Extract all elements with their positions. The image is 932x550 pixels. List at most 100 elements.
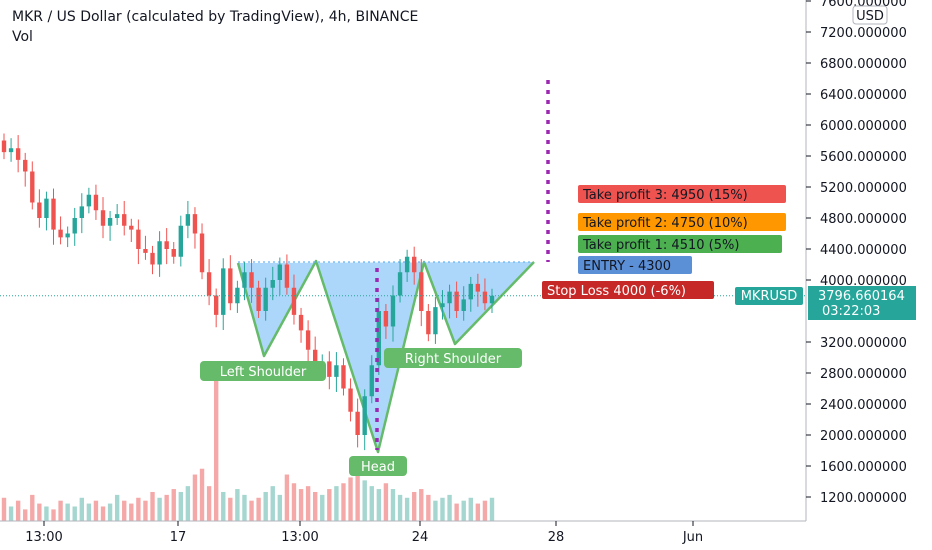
volume-bar bbox=[362, 480, 367, 521]
candle-body bbox=[206, 272, 212, 296]
take-profit-3-label[interactable]: Take profit 3: 4950 (15%) bbox=[578, 185, 786, 203]
volume-bar bbox=[263, 491, 268, 521]
candle-body bbox=[192, 214, 198, 234]
svg-text:ENTRY - 4300: ENTRY - 4300 bbox=[583, 259, 671, 274]
candle-body bbox=[122, 214, 127, 226]
entry-label[interactable]: ENTRY - 4300 bbox=[578, 256, 692, 274]
candle-body bbox=[228, 268, 233, 304]
candle-body bbox=[355, 411, 360, 435]
time-scale[interactable]: 13:00 17 13:00 24 28 Jun bbox=[25, 521, 703, 545]
volume-bar bbox=[15, 500, 21, 521]
candle-body bbox=[23, 159, 28, 172]
price-tick-label: 6000.000000 bbox=[820, 119, 907, 134]
volume-bar bbox=[376, 489, 382, 521]
price-tick-label: 2000.000000 bbox=[820, 429, 907, 444]
candle-body bbox=[15, 148, 21, 160]
volume-bar bbox=[341, 483, 346, 521]
candle-body bbox=[440, 303, 445, 308]
volume-bar bbox=[369, 486, 374, 521]
last-price-symbol-badge: MKRUSD bbox=[735, 287, 803, 305]
candle-body bbox=[433, 307, 438, 335]
volume-bar bbox=[305, 486, 311, 521]
svg-text:Right Shoulder: Right Shoulder bbox=[405, 352, 502, 367]
volume-bar bbox=[136, 497, 141, 521]
price-tick-label: 1600.000000 bbox=[820, 460, 907, 475]
currency-label: USD bbox=[856, 9, 884, 24]
volume-bar bbox=[312, 491, 318, 521]
currency-badge[interactable]: USD bbox=[852, 5, 888, 25]
candle-body bbox=[341, 365, 346, 389]
volume-bar bbox=[143, 500, 148, 521]
volume-bar bbox=[178, 491, 184, 521]
volume-bar bbox=[65, 503, 70, 521]
svg-text:Stop Loss 4000 (-6%): Stop Loss 4000 (-6%) bbox=[547, 284, 686, 299]
candle-body bbox=[334, 365, 339, 377]
volume-bar bbox=[419, 489, 424, 521]
volume-bar bbox=[235, 489, 240, 521]
volume-bar bbox=[192, 474, 198, 521]
last-price-value: 3796.660164 bbox=[818, 289, 905, 304]
svg-text:Take profit 1: 4510 (5%): Take profit 1: 4510 (5%) bbox=[582, 238, 739, 253]
candle-body bbox=[298, 314, 304, 331]
head-label[interactable]: Head bbox=[349, 456, 407, 476]
candle-body bbox=[157, 241, 162, 265]
volume-bar bbox=[284, 474, 290, 521]
volume-bar bbox=[475, 503, 481, 521]
time-tick-label: 24 bbox=[412, 530, 429, 545]
candle-body bbox=[1, 140, 7, 153]
candle-body bbox=[199, 233, 205, 273]
left-shoulder-label[interactable]: Left Shoulder bbox=[200, 361, 326, 381]
volume-bar bbox=[164, 494, 169, 521]
candle-body bbox=[37, 202, 42, 218]
price-tick-label: 3200.000000 bbox=[820, 336, 907, 351]
volume-bar bbox=[72, 506, 77, 521]
svg-text:Take profit 2: 4750 (10%): Take profit 2: 4750 (10%) bbox=[582, 216, 748, 231]
candle-body bbox=[291, 287, 297, 315]
volume-bar bbox=[404, 497, 410, 521]
candle-body bbox=[79, 206, 84, 218]
candles bbox=[1, 133, 495, 451]
take-profit-2-label[interactable]: Take profit 2: 4750 (10%) bbox=[578, 213, 786, 231]
svg-text:Left Shoulder: Left Shoulder bbox=[220, 365, 307, 380]
price-tick-label: 4000.000000 bbox=[820, 274, 907, 289]
take-profit-1-label[interactable]: Take profit 1: 4510 (5%) bbox=[578, 235, 782, 253]
candle-body bbox=[150, 252, 155, 265]
volume-bar bbox=[348, 477, 353, 521]
candle-body bbox=[242, 272, 247, 288]
candle-body bbox=[404, 256, 410, 273]
price-tick-label: 7200.000000 bbox=[820, 26, 907, 41]
candle-body bbox=[51, 198, 56, 230]
volume-label: Vol bbox=[12, 29, 33, 45]
volume-bar bbox=[440, 497, 445, 521]
svg-text:Head: Head bbox=[361, 460, 395, 475]
volume-bar bbox=[242, 494, 247, 521]
volume-bar bbox=[355, 468, 360, 521]
volume-bar bbox=[37, 503, 42, 521]
candle-body bbox=[362, 396, 367, 435]
candle-body bbox=[263, 287, 268, 311]
volume-bar bbox=[412, 491, 417, 521]
candle-body bbox=[86, 194, 92, 207]
price-tick-label: 4800.000000 bbox=[820, 212, 907, 227]
candle-body bbox=[475, 283, 481, 292]
volume-bar bbox=[100, 506, 106, 521]
price-scale[interactable]: 7600.000000 7200.000000 6800.000000 6400.00… bbox=[806, 0, 907, 506]
volume-bar bbox=[206, 486, 212, 521]
candle-body bbox=[129, 225, 134, 230]
candle-body bbox=[143, 249, 148, 253]
volume-bar bbox=[1, 497, 7, 521]
candle-body bbox=[447, 291, 452, 304]
volume-bar bbox=[86, 503, 92, 521]
candle-body bbox=[136, 229, 141, 249]
volume-bar bbox=[390, 489, 396, 521]
candle-body bbox=[383, 311, 389, 327]
volume-bar bbox=[383, 483, 389, 521]
right-shoulder-label[interactable]: Right Shoulder bbox=[384, 348, 522, 368]
stop-loss-label[interactable]: Stop Loss 4000 (-6%) bbox=[542, 281, 714, 299]
time-tick-label: Jun bbox=[682, 530, 703, 545]
candle-body bbox=[213, 295, 219, 315]
volume-bar bbox=[221, 491, 226, 521]
candle-body bbox=[72, 218, 77, 234]
time-tick-label: 17 bbox=[170, 530, 187, 545]
